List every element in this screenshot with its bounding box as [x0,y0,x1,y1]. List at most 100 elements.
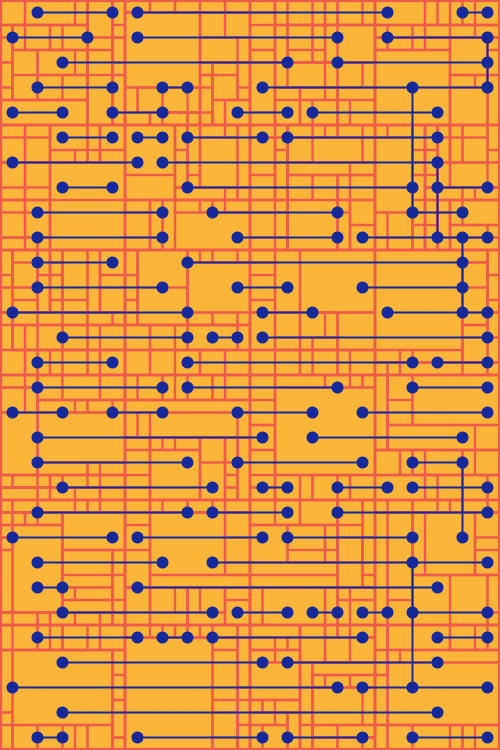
terminal [431,231,444,244]
terminal [156,556,169,569]
terminal [156,231,169,244]
terminal [6,106,19,119]
terminal [281,731,294,744]
terminal [106,131,119,144]
terminal [456,306,469,319]
terminal [481,6,494,19]
terminal [156,631,169,644]
terminal [131,731,144,744]
terminal [281,56,294,69]
terminal [131,581,144,594]
terminal [56,481,69,494]
terminal [281,106,294,119]
terminal [406,206,419,219]
terminal [256,81,269,94]
terminal [331,206,344,219]
terminal [206,631,219,644]
terminal [481,631,494,644]
terminal [181,456,194,469]
terminal [331,231,344,244]
terminal [456,531,469,544]
terminal [181,181,194,194]
terminal [181,356,194,369]
terminal [406,356,419,369]
terminal [331,56,344,69]
terminal [431,131,444,144]
terminal [456,456,469,469]
terminal [181,331,194,344]
terminal [456,231,469,244]
terminal [331,381,344,394]
terminal [56,706,69,719]
terminal [481,331,494,344]
terminal [306,606,319,619]
terminal [481,731,494,744]
terminal [56,181,69,194]
terminal [56,606,69,619]
terminal [206,481,219,494]
terminal [56,581,69,594]
terminal [56,656,69,669]
terminal [481,356,494,369]
terminal [6,31,19,44]
terminal [6,156,19,169]
terminal [131,6,144,19]
terminal [281,131,294,144]
terminal [256,531,269,544]
terminal [206,556,219,569]
terminal [356,631,369,644]
terminal [356,681,369,694]
terminal [406,556,419,569]
terminal [331,31,344,44]
terminal [6,531,19,544]
terminal [481,181,494,194]
terminal [106,181,119,194]
terminal [231,406,244,419]
terminal [56,56,69,69]
terminal [231,231,244,244]
terminal [281,656,294,669]
terminal [31,381,44,394]
terminal [331,681,344,694]
terminal [56,731,69,744]
terminal [206,206,219,219]
terminal [331,506,344,519]
terminal [431,631,444,644]
terminal [6,681,19,694]
terminal [481,31,494,44]
terminal [156,281,169,294]
terminal [31,356,44,369]
terminal [406,456,419,469]
terminal [481,81,494,94]
terminal [256,331,269,344]
terminal [106,256,119,269]
terminal [256,656,269,669]
terminal [181,131,194,144]
terminal [31,206,44,219]
terminal [156,81,169,94]
terminal [31,456,44,469]
terminal [481,306,494,319]
terminal [306,431,319,444]
terminal [206,331,219,344]
terminal [106,106,119,119]
terminal [481,556,494,569]
terminal [481,481,494,494]
terminal [306,106,319,119]
terminal [6,306,19,319]
terminal [356,606,369,619]
terminal [231,456,244,469]
terminal [356,231,369,244]
terminal [381,306,394,319]
terminal [106,81,119,94]
terminal [231,106,244,119]
terminal [481,381,494,394]
terminal [356,281,369,294]
terminal [56,406,69,419]
terminal [131,31,144,44]
terminal [31,631,44,644]
terminal [181,506,194,519]
terminal [256,306,269,319]
terminal [406,481,419,494]
terminal [481,406,494,419]
